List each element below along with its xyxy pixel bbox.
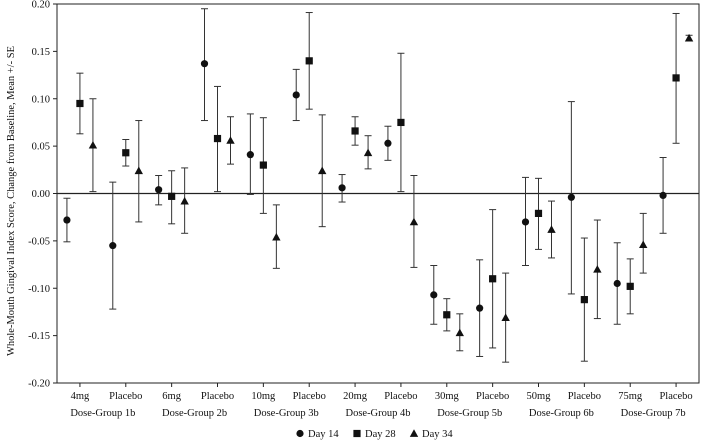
category-label: 6mg (162, 391, 181, 402)
series-day-14 (63, 8, 667, 357)
data-point (168, 192, 176, 200)
category-label: Placebo (109, 391, 142, 402)
y-tick-label: 0.05 (32, 142, 50, 153)
data-point (489, 275, 497, 283)
data-point (134, 166, 143, 175)
data-point (639, 240, 648, 249)
data-point (305, 57, 313, 65)
data-point (180, 196, 189, 205)
category-label: Placebo (476, 391, 509, 402)
y-tick-label: -0.10 (28, 284, 50, 295)
plot-area: 0.20 0.15 0.10 0.05 0.00 -0.05 -0.10 -0.15 -0.20… (28, 0, 700, 419)
group-label: Dose-Group 4b (345, 408, 410, 419)
data-point (122, 149, 130, 157)
data-point (659, 191, 667, 199)
group-label: Dose-Group 2b (162, 408, 227, 419)
data-point (63, 216, 71, 224)
category-label: 10mg (251, 391, 276, 402)
group-label: Dose-Group 5b (437, 408, 502, 419)
data-point (626, 282, 634, 290)
data-point (443, 311, 451, 319)
category-label: 75mg (618, 391, 643, 402)
legend-label: Day 28 (365, 429, 396, 440)
legend-marker (296, 429, 304, 438)
data-point (613, 279, 621, 288)
category-label: 30mg (435, 391, 460, 402)
data-point (155, 186, 163, 194)
data-point (430, 291, 438, 299)
category-label: Placebo (201, 391, 234, 402)
data-point (213, 134, 222, 143)
group-label: Dose-Group 6b (529, 408, 594, 419)
data-point (672, 74, 680, 82)
group-label: Dose-Group 7b (621, 408, 686, 419)
legend-label: Day 34 (422, 429, 453, 440)
data-point (88, 140, 98, 149)
data-point (272, 232, 281, 241)
category-label: Placebo (293, 391, 326, 402)
data-point (593, 265, 602, 273)
data-point (76, 99, 84, 108)
y-tick-label: -0.15 (28, 331, 50, 342)
legend-marker (353, 429, 361, 438)
series-day-28 (76, 12, 680, 362)
data-point (534, 209, 543, 217)
data-point (684, 33, 694, 42)
data-point (521, 218, 530, 226)
group-label: Dose-Group 3b (254, 408, 319, 419)
data-point (409, 217, 419, 226)
data-point (455, 328, 464, 337)
data-point (351, 127, 359, 135)
data-point (246, 151, 254, 159)
legend: Day 14 Day 28 Day 34 (296, 429, 453, 440)
data-point (567, 193, 575, 201)
data-point (397, 118, 405, 127)
category-label: 50mg (527, 391, 552, 402)
y-tick-label: -0.20 (28, 379, 50, 390)
data-point (580, 296, 588, 304)
category-label: 20mg (343, 391, 368, 402)
category-label: Placebo (568, 391, 601, 402)
legend-label: Day 14 (308, 429, 339, 440)
data-point (259, 161, 267, 169)
data-point (292, 91, 300, 99)
data-point (476, 304, 484, 312)
category-label: 4mg (71, 391, 90, 402)
series-day-34 (88, 33, 694, 363)
category-label: Placebo (659, 391, 692, 402)
y-tick-label: 0.15 (32, 47, 50, 58)
y-tick-label: 0.10 (32, 94, 50, 105)
data-point (338, 184, 346, 192)
data-point (363, 148, 373, 157)
data-point (226, 136, 235, 144)
data-point (547, 225, 556, 233)
y-tick-label: 0.00 (32, 189, 50, 200)
y-axis-label: Whole-Mouth Gingival Index Score, Change… (6, 46, 17, 356)
y-tick-label: -0.05 (28, 236, 50, 247)
legend-marker (409, 429, 419, 437)
data-point (384, 139, 392, 147)
y-tick-label: 0.20 (32, 0, 50, 11)
data-point (109, 242, 117, 250)
data-point (200, 60, 209, 68)
group-label: Dose-Group 1b (70, 408, 135, 419)
data-point (501, 313, 510, 321)
category-label: Placebo (384, 391, 417, 402)
data-point (318, 166, 327, 175)
